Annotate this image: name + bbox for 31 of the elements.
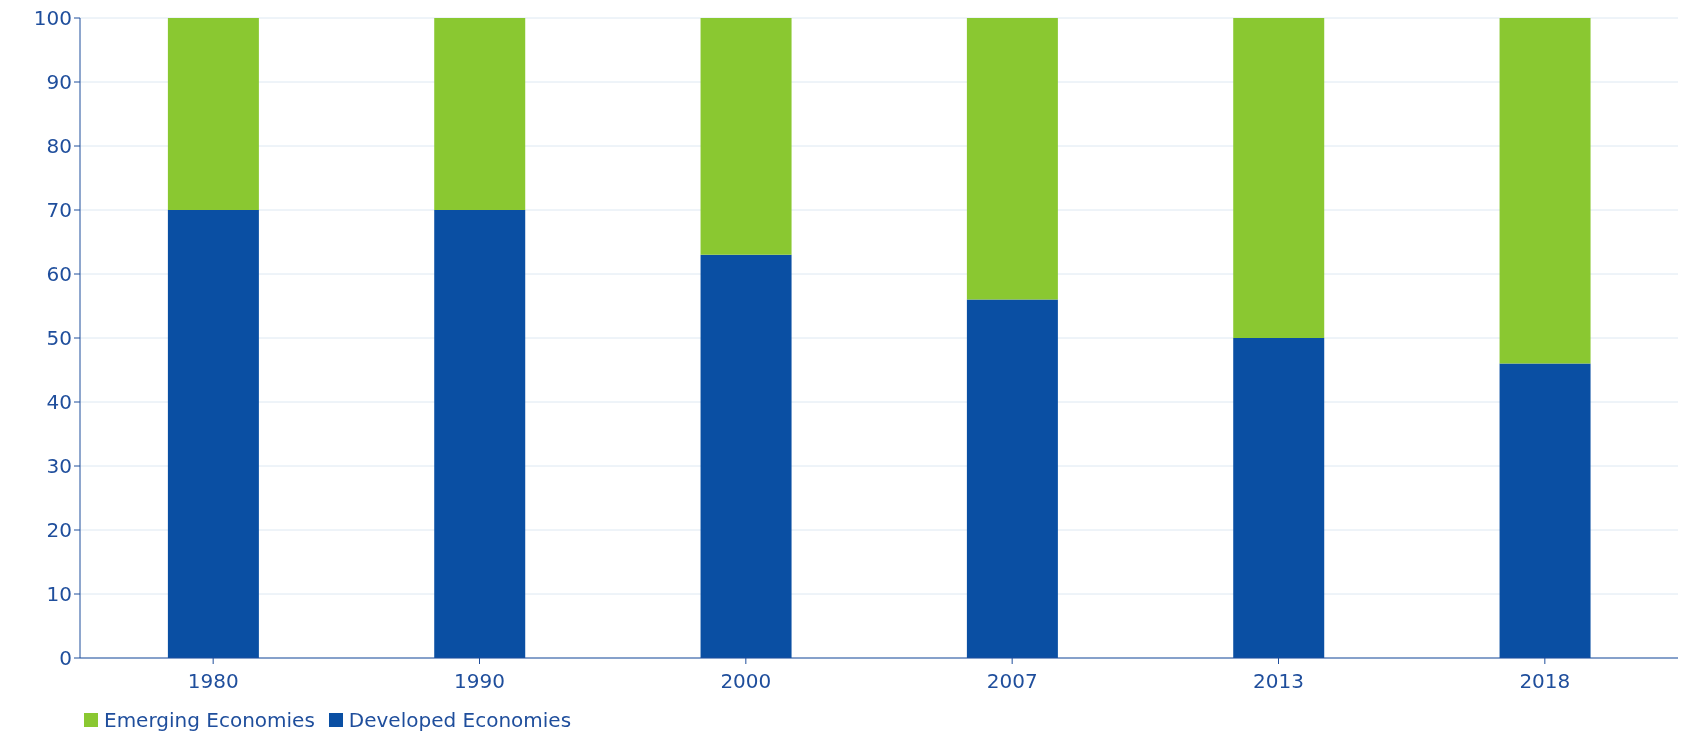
bar bbox=[167, 210, 259, 658]
bar bbox=[1499, 363, 1591, 658]
bar bbox=[1233, 18, 1325, 338]
y-tick-label: 0 bbox=[59, 646, 72, 671]
y-tick-label: 80 bbox=[46, 134, 72, 159]
x-tick-label: 2007 bbox=[986, 669, 1038, 694]
bar bbox=[700, 18, 792, 255]
x-tick-label: 2013 bbox=[1253, 669, 1304, 694]
legend-label: Developed Economies bbox=[347, 708, 572, 732]
y-tick-label: 60 bbox=[46, 262, 72, 287]
y-tick-label: 20 bbox=[46, 518, 72, 543]
bar bbox=[1233, 338, 1325, 658]
bar bbox=[966, 299, 1058, 658]
y-tick-label: 30 bbox=[46, 454, 72, 479]
y-tick-label: 100 bbox=[33, 6, 72, 31]
x-tick-label: 2018 bbox=[1519, 669, 1571, 694]
bar bbox=[434, 18, 526, 210]
legend-label: Emerging Economies bbox=[103, 708, 315, 732]
bar bbox=[700, 254, 792, 658]
y-tick-label: 70 bbox=[46, 198, 72, 223]
bar bbox=[966, 18, 1058, 300]
y-tick-label: 40 bbox=[46, 390, 72, 415]
x-tick-label: 2000 bbox=[720, 669, 772, 694]
bar bbox=[1499, 18, 1591, 364]
y-tick-label: 10 bbox=[46, 582, 72, 607]
x-tick-label: 1990 bbox=[454, 669, 505, 694]
y-tick-label: 90 bbox=[46, 70, 72, 95]
bar bbox=[434, 210, 526, 658]
x-tick-label: 1980 bbox=[187, 669, 239, 694]
bar bbox=[167, 18, 259, 210]
y-tick-label: 50 bbox=[46, 326, 72, 351]
